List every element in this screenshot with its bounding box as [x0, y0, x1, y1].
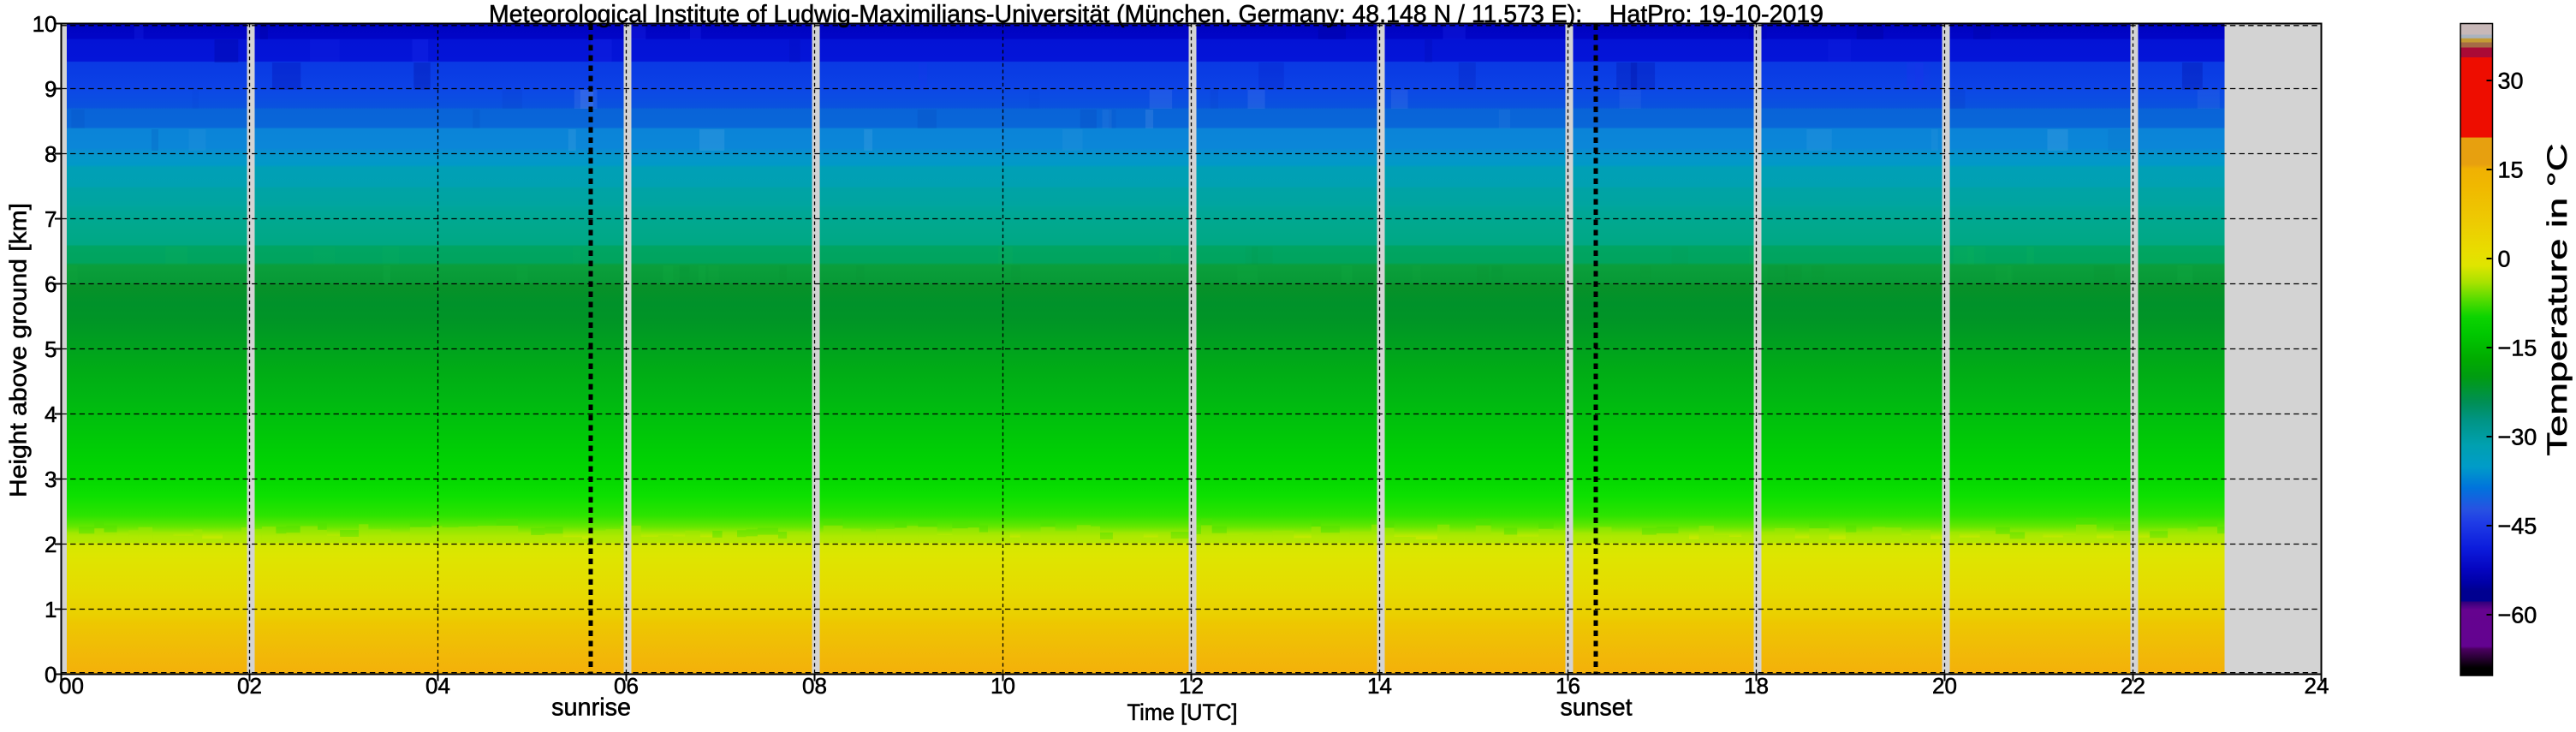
svg-text:15: 15 [2498, 158, 2524, 183]
svg-text:00: 00 [59, 673, 84, 699]
svg-text:30: 30 [2498, 68, 2524, 94]
svg-text:0: 0 [45, 662, 57, 687]
svg-text:10: 10 [33, 11, 57, 37]
svg-text:9: 9 [45, 76, 57, 102]
svg-text:6: 6 [45, 271, 57, 297]
svg-text:02: 02 [237, 673, 262, 699]
svg-text:04: 04 [425, 673, 450, 699]
svg-text:−15: −15 [2498, 336, 2537, 361]
svg-text:1: 1 [45, 597, 57, 622]
svg-text:Time [UTC]: Time [UTC] [1127, 699, 1238, 725]
svg-text:8: 8 [45, 141, 57, 167]
svg-text:sunrise: sunrise [551, 694, 631, 722]
svg-text:2: 2 [45, 532, 57, 557]
svg-text:4: 4 [45, 402, 57, 427]
svg-text:0: 0 [2498, 247, 2511, 272]
svg-text:3: 3 [45, 467, 57, 492]
svg-text:−30: −30 [2498, 425, 2537, 450]
svg-text:06: 06 [614, 673, 639, 699]
svg-text:24: 24 [2305, 673, 2329, 699]
svg-text:22: 22 [2121, 673, 2145, 699]
svg-text:5: 5 [45, 336, 57, 362]
svg-text:Temperature in °C: Temperature in °C [2542, 144, 2573, 456]
svg-text:16: 16 [1556, 673, 1580, 699]
svg-text:14: 14 [1367, 673, 1392, 699]
svg-text:10: 10 [991, 673, 1015, 699]
svg-text:20: 20 [1932, 673, 1957, 699]
svg-text:Height above ground [km]: Height above ground [km] [5, 203, 32, 497]
svg-text:−60: −60 [2498, 603, 2537, 628]
svg-text:08: 08 [802, 673, 827, 699]
svg-text:−45: −45 [2498, 514, 2537, 539]
svg-text:18: 18 [1744, 673, 1769, 699]
svg-text:sunset: sunset [1561, 694, 1633, 722]
svg-text:Meteorological Institute of Lu: Meteorological Institute of Ludwig-Maxim… [489, 1, 1823, 28]
svg-text:7: 7 [45, 206, 57, 232]
svg-text:12: 12 [1179, 673, 1204, 699]
